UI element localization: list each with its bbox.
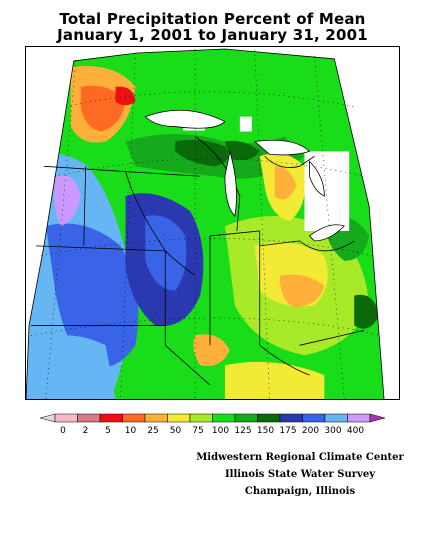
legend-swatch <box>280 414 303 422</box>
legend-label: 125 <box>234 426 251 436</box>
legend-label: 10 <box>125 426 136 436</box>
legend-swatch <box>213 414 236 422</box>
legend-swatch <box>55 414 78 422</box>
legend-swatch <box>168 414 191 422</box>
credit-organization: Midwestern Regional Climate Center <box>196 452 404 463</box>
legend-label: 200 <box>302 426 319 436</box>
legend-over-arrow <box>370 414 385 422</box>
legend-label: 25 <box>147 426 158 436</box>
legend-swatch <box>235 414 258 422</box>
legend-swatch <box>78 414 101 422</box>
legend-label: 150 <box>257 426 274 436</box>
legend-label: 0 <box>60 426 66 436</box>
legend-swatch <box>303 414 326 422</box>
map-date-range: January 1, 2001 to January 31, 2001 <box>0 26 425 44</box>
legend-label: 400 <box>347 426 364 436</box>
legend-swatch <box>190 414 213 422</box>
legend-label: 5 <box>105 426 111 436</box>
legend-label: 100 <box>212 426 229 436</box>
legend-swatch <box>258 414 281 422</box>
precipitation-field <box>26 47 399 399</box>
credit-location: Champaign, Illinois <box>245 486 355 497</box>
legend-label: 50 <box>170 426 181 436</box>
legend-label: 75 <box>192 426 203 436</box>
legend-swatch <box>100 414 123 422</box>
legend-label: 300 <box>324 426 341 436</box>
legend-swatch <box>348 414 371 422</box>
legend-swatch <box>325 414 348 422</box>
legend-swatch <box>145 414 168 422</box>
legend-swatch <box>123 414 146 422</box>
legend-under-arrow <box>40 414 55 422</box>
legend-label: 175 <box>279 426 296 436</box>
legend-label: 2 <box>83 426 89 436</box>
credit-survey: Illinois State Water Survey <box>225 469 375 480</box>
precipitation-map <box>25 46 400 400</box>
